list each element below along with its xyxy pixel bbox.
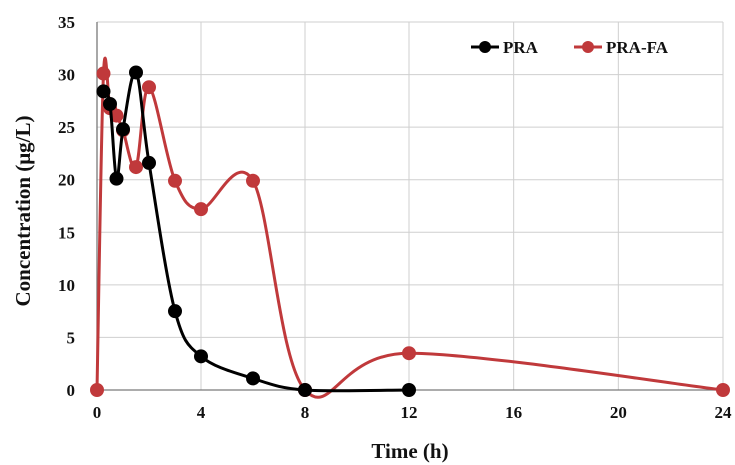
y-tick-label: 10 <box>58 276 75 295</box>
data-point-pra-fa <box>194 202 208 217</box>
legend-label-pra-fa: PRA-FA <box>606 38 669 57</box>
series-line-pra <box>102 70 410 393</box>
legend-item-pra: PRA <box>471 38 539 57</box>
y-tick-label: 30 <box>58 66 75 85</box>
x-axis-title: Time (h) <box>371 439 448 463</box>
y-tick-label: 20 <box>58 171 75 190</box>
x-tick-label: 0 <box>93 403 102 422</box>
x-tick-label: 8 <box>301 403 310 422</box>
data-point-pra <box>129 65 143 80</box>
data-point-pra <box>142 155 156 170</box>
legend-marker-pra <box>479 41 491 53</box>
legend-item-pra-fa: PRA-FA <box>574 38 669 57</box>
series-layer <box>90 56 730 399</box>
data-point-pra <box>298 383 312 397</box>
legend-label-pra: PRA <box>503 38 539 57</box>
data-point-pra-fa <box>246 173 260 188</box>
series-pra <box>96 65 416 397</box>
y-tick-labels: 0 5 10 15 20 25 30 35 <box>58 13 75 400</box>
data-point-pra-fa <box>716 383 730 397</box>
y-tick-label: 35 <box>58 13 75 32</box>
data-point-pra-fa <box>168 173 182 188</box>
series-pra-fa <box>90 56 730 399</box>
data-point-pra <box>402 383 416 397</box>
data-point-pra <box>246 371 260 386</box>
y-tick-label: 5 <box>67 328 76 347</box>
x-tick-label: 20 <box>610 403 627 422</box>
x-tick-labels: 0 4 8 12 16 20 24 <box>93 403 732 422</box>
data-point-pra <box>109 171 124 186</box>
grid <box>96 21 724 391</box>
y-tick-label: 0 <box>67 381 76 400</box>
y-tick-label: 15 <box>58 223 75 242</box>
x-tick-label: 16 <box>505 403 522 422</box>
data-point-pra <box>116 122 130 137</box>
y-axis-title: Concentration (μg/L) <box>11 116 35 307</box>
data-point-pra <box>96 84 111 99</box>
data-point-pra <box>103 97 117 112</box>
x-tick-label: 12 <box>401 403 418 422</box>
data-point-pra-fa <box>96 66 111 81</box>
legend-marker-pra-fa <box>582 41 594 53</box>
x-tick-label: 4 <box>197 403 206 422</box>
data-point-pra-fa <box>402 346 416 361</box>
data-point-pra-fa <box>142 80 156 95</box>
data-point-pra <box>168 304 182 319</box>
data-point-pra <box>194 349 208 364</box>
data-point-pra-fa <box>129 160 143 175</box>
data-point-pra-fa <box>90 383 104 397</box>
legend: PRA PRA-FA <box>471 38 669 57</box>
x-tick-label: 24 <box>715 403 733 422</box>
y-tick-label: 25 <box>58 118 75 137</box>
